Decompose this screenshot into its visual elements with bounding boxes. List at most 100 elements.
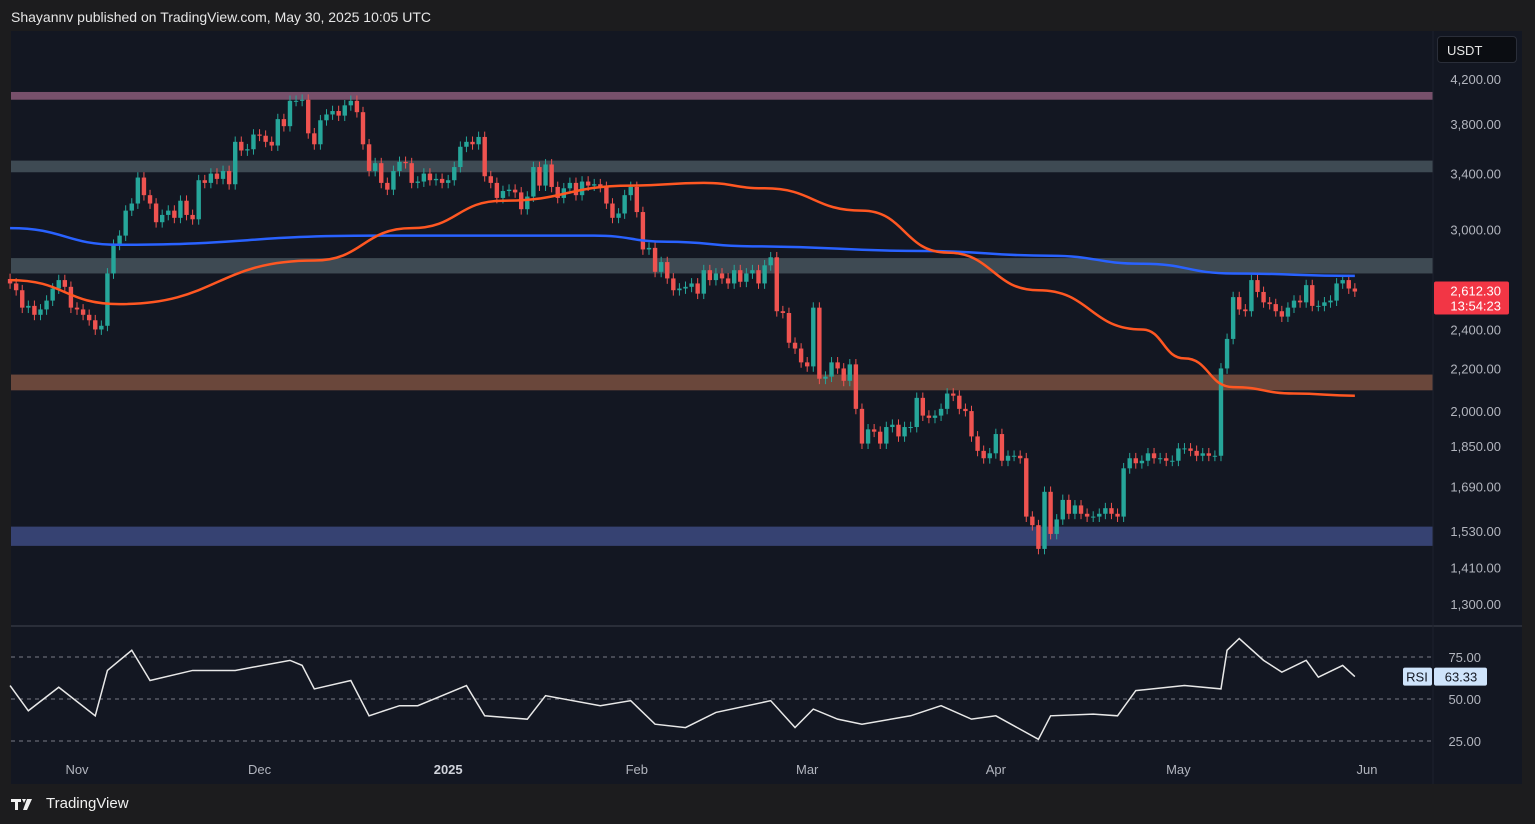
candle-body — [1328, 300, 1333, 303]
candle-body — [634, 186, 640, 213]
candle-body — [26, 305, 31, 308]
candle-body — [677, 288, 682, 291]
candle-body — [585, 181, 591, 186]
candle-body — [470, 141, 475, 145]
candle-body — [579, 181, 585, 196]
candle-body — [1072, 505, 1078, 514]
rsi-value-badge — [1434, 667, 1487, 686]
candle-body — [598, 184, 603, 187]
price-axis-label: 1,850.00 — [1450, 439, 1501, 454]
rsi-value-label: 63.33 — [1445, 670, 1478, 685]
candle-body — [476, 136, 481, 145]
candle-body — [105, 273, 110, 326]
candle-body — [281, 119, 287, 127]
candle-body — [80, 309, 86, 315]
candle-body — [1054, 519, 1059, 534]
candle-body — [385, 182, 390, 190]
candle-body — [1188, 448, 1193, 451]
candle-body — [214, 173, 220, 179]
candle-body — [1176, 448, 1181, 461]
support-resistance-zone — [11, 374, 1433, 391]
candle-body — [299, 99, 305, 101]
candle-body — [287, 100, 293, 127]
candle-body — [1322, 302, 1327, 306]
candle-body — [1090, 516, 1096, 518]
candle-body — [202, 180, 207, 183]
candle-body — [914, 397, 919, 428]
candle-body — [220, 170, 226, 179]
candle-body — [640, 212, 646, 250]
rsi-axis-label: 50.00 — [1448, 692, 1481, 707]
candle-body — [695, 283, 700, 294]
candle-body — [44, 300, 49, 310]
candle-body — [652, 247, 658, 272]
candle-body — [348, 100, 354, 106]
candle-body — [190, 214, 195, 220]
candle-body — [93, 320, 98, 330]
candle-body — [646, 247, 652, 250]
candle-body — [993, 434, 999, 454]
price-axis-label: 3,000.00 — [1450, 223, 1501, 238]
time-axis-label: Jun — [1357, 762, 1378, 777]
candle-body — [184, 200, 189, 215]
time-axis-label: Apr — [986, 762, 1007, 777]
candle-body — [701, 270, 706, 294]
candle-body — [786, 313, 792, 343]
candle-body — [853, 364, 859, 409]
candle-body — [719, 273, 725, 279]
candle-body — [1005, 455, 1011, 461]
candle-body — [762, 265, 767, 284]
candle-body — [421, 173, 427, 182]
candle-body — [239, 141, 244, 151]
candle-body — [957, 395, 962, 409]
tradingview-logo[interactable]: TradingView — [11, 795, 129, 812]
candle-body — [1151, 453, 1157, 459]
candle-body — [360, 112, 366, 145]
candle-body — [99, 325, 104, 330]
candle-body — [969, 411, 974, 437]
candle-body — [506, 189, 512, 192]
candle-body — [1078, 505, 1084, 514]
candle-body — [768, 257, 773, 266]
candle-body — [689, 283, 694, 287]
candle-body — [62, 280, 68, 287]
candle-body — [823, 376, 828, 379]
candle-body — [1297, 300, 1303, 303]
candle-body — [1024, 458, 1029, 517]
currency-selector[interactable]: USDT — [1437, 36, 1517, 63]
candle-body — [1237, 297, 1242, 310]
candle-body — [1115, 513, 1120, 517]
candle-body — [713, 273, 719, 281]
candle-body — [74, 307, 80, 310]
candle-body — [604, 186, 609, 204]
candle-body — [226, 170, 232, 185]
candle-body — [494, 182, 500, 198]
candle-body — [32, 305, 37, 315]
candle-body — [464, 141, 469, 147]
candle-body — [1030, 516, 1035, 526]
candle-body — [537, 167, 542, 186]
candle-body — [890, 424, 895, 428]
support-resistance-zone — [11, 258, 1433, 274]
candle-body — [731, 270, 737, 284]
candle-body — [725, 278, 731, 284]
candle-body — [622, 195, 627, 214]
candle-body — [1097, 513, 1102, 517]
candle-body — [50, 288, 55, 301]
candle-body — [932, 415, 938, 418]
candle-body — [981, 450, 986, 459]
brand-label: TradingView — [46, 795, 129, 812]
candle-body — [811, 307, 816, 367]
candle-body — [1194, 450, 1199, 456]
price-axis-label: 2,000.00 — [1450, 404, 1501, 419]
candle-body — [372, 163, 378, 171]
last-price-label: 2,612.30 — [1450, 284, 1501, 299]
candle-body — [549, 164, 554, 187]
candle-body — [865, 429, 871, 444]
candle-body — [129, 203, 134, 211]
candle-body — [817, 307, 822, 379]
candle-body — [13, 283, 19, 291]
chart-panel[interactable] — [11, 31, 1522, 784]
candle-body — [896, 424, 901, 437]
